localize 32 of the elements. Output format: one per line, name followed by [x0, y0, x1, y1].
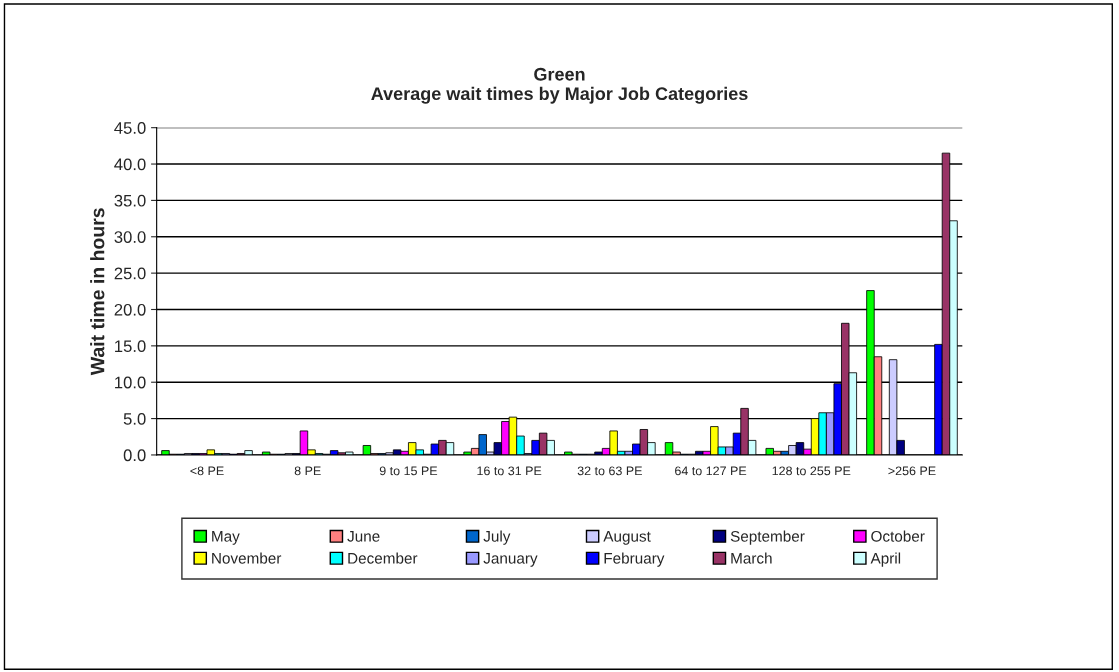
y-tick-label: 30.0 — [114, 231, 146, 243]
x-tick-label: 9 to 15 PE — [379, 466, 438, 476]
legend-label: November — [212, 552, 282, 564]
y-tick-label: 15.0 — [115, 340, 146, 353]
legend-label: December — [348, 552, 418, 564]
x-tick-label: >256 PE — [888, 466, 936, 476]
legend-label: July — [483, 530, 511, 545]
legend-label: May — [212, 531, 240, 545]
y-axis-title: Wait time in hours — [90, 208, 105, 376]
legend-label: February — [604, 552, 665, 567]
x-tick-label: 128 to 255 PE — [772, 466, 851, 476]
x-tick-label: <8 PE — [190, 466, 224, 476]
y-tick-label: 10.0 — [115, 376, 146, 389]
x-tick-label: 32 to 63 PE — [577, 466, 642, 476]
chart-title: Green Average wait times by Major Job Categories — [371, 67, 748, 104]
legend-label: April — [870, 552, 901, 567]
legend-label: August — [603, 531, 651, 545]
legend-label: October — [871, 530, 925, 542]
y-tick-label: 40.0 — [114, 158, 146, 171]
y-tick-label: 45.0 — [114, 122, 146, 134]
y-tick-label: 0.0 — [123, 449, 146, 462]
y-tick-label: 5.0 — [123, 412, 146, 425]
y-tick-label: 25.0 — [114, 267, 146, 280]
x-tick-label: 64 to 127 PE — [675, 466, 747, 476]
x-tick-label: 8 PE — [294, 466, 321, 476]
y-tick-label: 20.0 — [114, 303, 146, 316]
legend-label: June — [347, 531, 380, 542]
x-tick-label: 16 to 31 PE — [477, 466, 542, 476]
legend-label: March — [731, 552, 772, 564]
y-tick-label: 35.0 — [114, 194, 146, 207]
legend-label: September — [730, 530, 805, 545]
legend-label: January — [483, 553, 538, 567]
